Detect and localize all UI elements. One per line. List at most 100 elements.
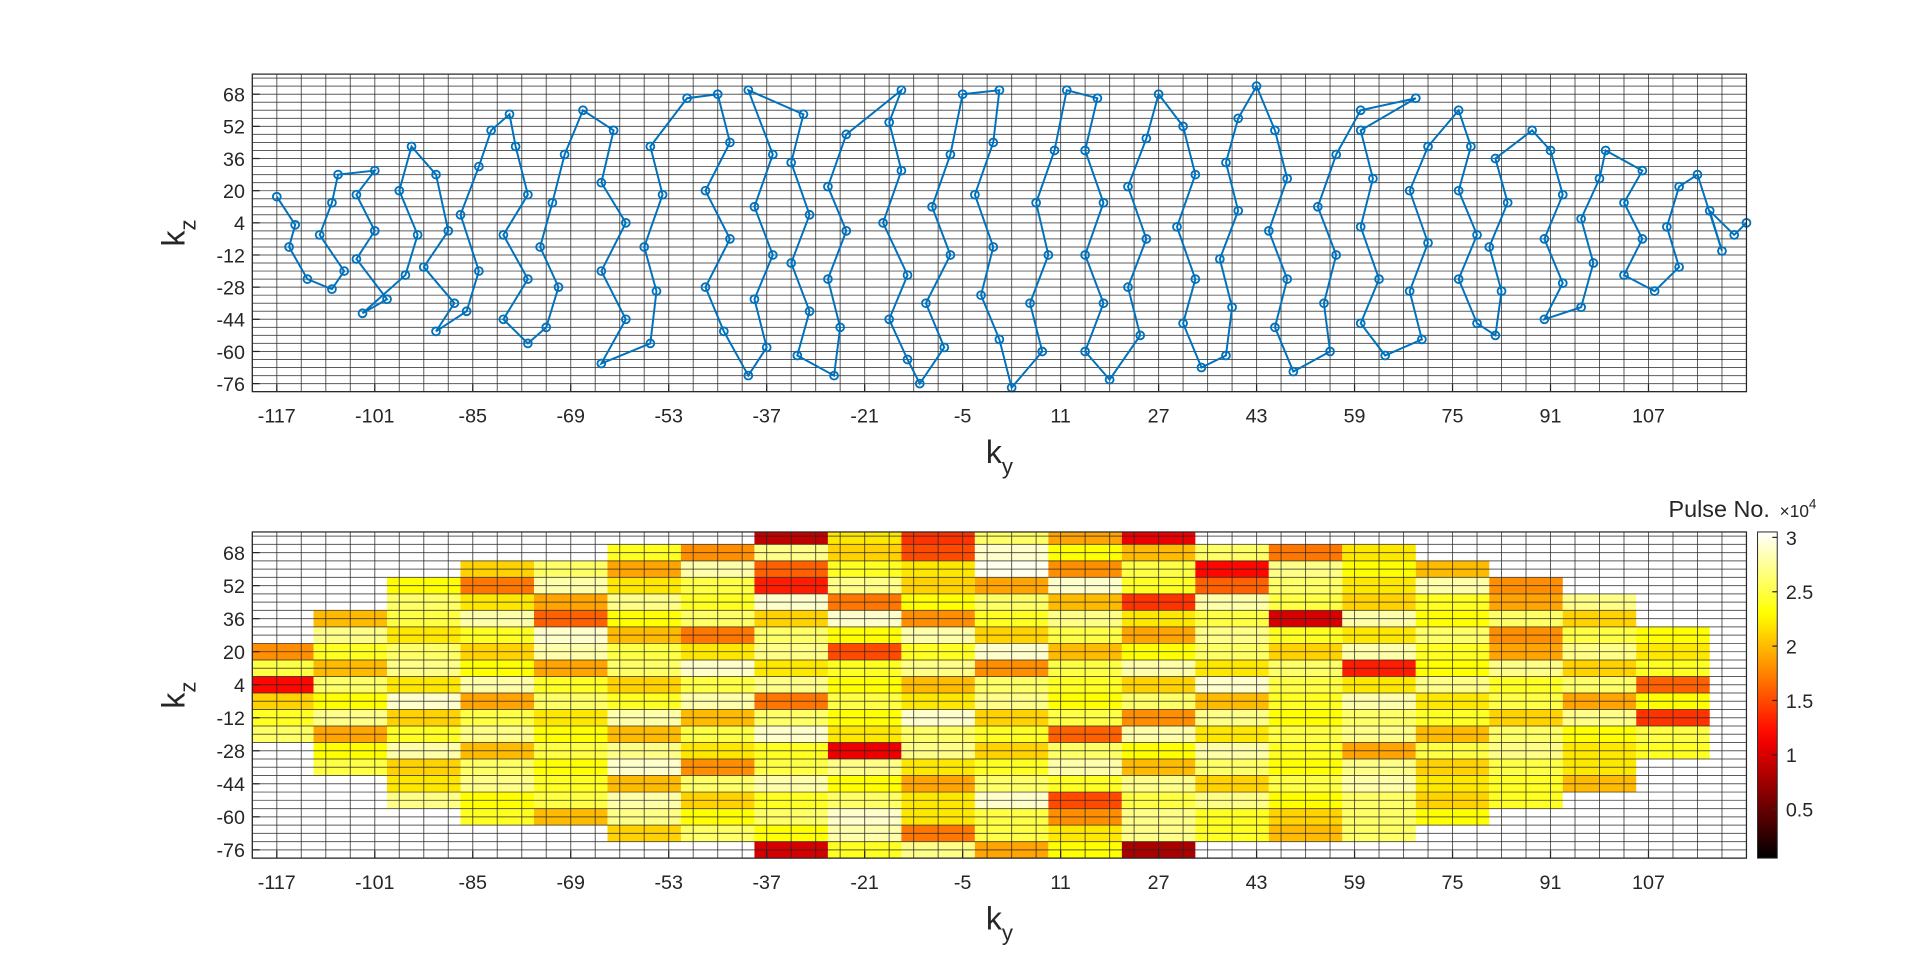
colorbar-multiplier: ×104	[1780, 497, 1817, 522]
marker	[798, 109, 809, 120]
marker	[1637, 165, 1648, 176]
marker	[486, 125, 496, 136]
marker	[553, 282, 564, 293]
marker	[327, 197, 337, 208]
y-tick-label: -76	[216, 374, 245, 396]
marker	[1196, 362, 1207, 373]
marker	[596, 358, 607, 369]
colorbar-tick-label: 0.5	[1786, 800, 1813, 822]
marker	[1423, 238, 1433, 248]
marker	[1490, 330, 1501, 341]
marker	[333, 169, 343, 180]
marker	[657, 189, 668, 200]
colorbar-tick-label: 1.5	[1786, 691, 1813, 713]
marker	[1649, 286, 1660, 297]
marker	[896, 85, 907, 96]
marker	[1312, 201, 1323, 212]
marker	[1049, 145, 1060, 156]
marker	[455, 209, 466, 220]
marker	[406, 141, 417, 152]
marker	[608, 125, 619, 136]
marker	[841, 226, 852, 236]
marker	[645, 141, 656, 152]
trajectory-line	[275, 83, 1748, 390]
marker	[1576, 213, 1586, 224]
marker	[994, 85, 1005, 96]
marker	[792, 350, 803, 361]
marker	[1331, 250, 1342, 260]
marker	[418, 262, 429, 272]
axis-label-main: k	[986, 434, 1003, 470]
axis-label: ky	[986, 434, 1014, 479]
x-tick-label: 43	[1246, 872, 1268, 894]
x-tick-label: -5	[954, 872, 972, 894]
marker	[1472, 318, 1482, 329]
marker	[498, 314, 509, 325]
marker	[382, 294, 392, 305]
marker	[1619, 270, 1629, 280]
marker	[749, 201, 760, 212]
axis-label-sub: z	[176, 681, 201, 692]
marker	[761, 342, 772, 353]
marker	[351, 254, 362, 264]
marker	[651, 286, 662, 297]
x-tick-label: -37	[752, 405, 780, 427]
marker	[927, 201, 937, 212]
marker	[302, 274, 313, 284]
marker	[1325, 346, 1335, 357]
marker	[498, 230, 509, 240]
marker	[1080, 250, 1090, 260]
marker	[1141, 234, 1152, 244]
marker	[1588, 258, 1599, 268]
y-tick-label: 4	[234, 675, 245, 697]
marker	[474, 266, 484, 276]
marker	[1025, 298, 1035, 309]
marker	[921, 298, 931, 309]
marker	[1417, 334, 1427, 345]
marker	[1153, 89, 1164, 100]
marker	[1288, 366, 1299, 377]
marker	[1674, 262, 1684, 272]
marker	[523, 189, 533, 200]
marker	[1319, 298, 1329, 309]
marker	[1704, 205, 1715, 216]
marker	[939, 342, 950, 353]
marker	[700, 185, 711, 196]
marker	[1502, 197, 1513, 208]
marker	[1539, 234, 1550, 244]
marker	[290, 219, 301, 230]
marker	[1178, 318, 1188, 329]
marker	[976, 290, 986, 301]
x-tick-label: 75	[1442, 405, 1464, 427]
x-tick-label: 75	[1442, 872, 1464, 894]
marker	[878, 217, 888, 228]
axis-label: ky	[986, 900, 1014, 945]
colorbar	[1757, 531, 1778, 859]
x-tick-label: -21	[850, 405, 878, 427]
marker	[700, 282, 711, 293]
marker	[896, 165, 907, 176]
x-tick-label: 91	[1540, 405, 1562, 427]
y-tick-label: -60	[216, 342, 245, 364]
y-tick-label: 52	[223, 117, 245, 139]
marker	[1221, 157, 1231, 168]
marker	[902, 270, 913, 280]
marker	[1380, 350, 1391, 361]
x-tick-label: -5	[954, 405, 972, 427]
marker	[510, 141, 521, 152]
marker	[1355, 221, 1366, 232]
marker	[1227, 302, 1237, 313]
marker	[835, 322, 846, 333]
marker	[1557, 278, 1568, 288]
x-tick-label: 43	[1246, 405, 1268, 427]
marker	[412, 230, 423, 240]
marker	[1270, 322, 1280, 333]
plot-frame	[251, 73, 1748, 393]
axis-label-main: k	[156, 229, 192, 246]
marker	[578, 105, 588, 116]
marker	[1594, 173, 1605, 184]
marker	[1545, 145, 1556, 156]
marker	[914, 378, 925, 389]
